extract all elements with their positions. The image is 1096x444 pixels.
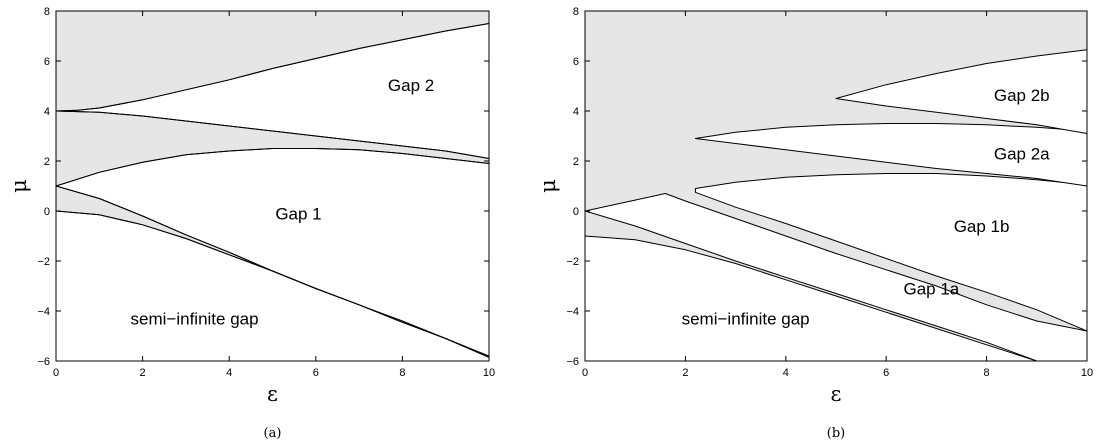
chart-0-curve-4 — [56, 23, 489, 112]
chart-0-x-axis-label: ε — [267, 382, 278, 406]
chart-0-axes-frame — [55, 10, 490, 362]
chart-0-gap-label: semi−infinite gap — [131, 310, 259, 329]
chart-1-x-tick-label: 0 — [582, 367, 588, 379]
chart-1-y-tick-label: 2 — [573, 156, 579, 168]
chart-0-y-tick-label: −6 — [37, 356, 50, 368]
chart-0-y-tick-label: 2 — [44, 156, 50, 168]
chart-0-y-tick-label: 4 — [44, 106, 50, 118]
chart-1-gap-label: semi−infinite gap — [682, 310, 810, 329]
chart-1-y-axis-label: μ — [536, 179, 560, 193]
chart-1-gap-label: Gap 2b — [994, 86, 1050, 105]
chart-1-y-tick-label: 0 — [573, 206, 579, 218]
chart-1-x-tick-label: 8 — [984, 367, 990, 379]
chart-0-y-axis-label: μ — [7, 179, 31, 193]
chart-1-x-tick-label: 6 — [883, 367, 889, 379]
chart-0-y-tick-label: −4 — [37, 306, 50, 318]
chart-0-gap-label: Gap 2 — [388, 76, 434, 95]
chart-0-curve-1 — [56, 185, 489, 358]
chart-0-x-tick-label: 6 — [313, 367, 319, 379]
chart-1-y-tick-label: 6 — [573, 56, 579, 68]
chart-1-y-tick-label: 8 — [573, 6, 579, 18]
chart-1-y-tick-label: −4 — [566, 306, 579, 318]
chart-1-gap-1b-region — [694, 173, 1087, 332]
chart-0-y-tick-label: 6 — [44, 56, 50, 68]
chart-1-semi-infinite-gap-region — [585, 235, 1087, 361]
chart-0-y-tick-label: 8 — [44, 6, 50, 18]
chart-1-gap-2a-region — [694, 123, 1087, 187]
panel-b: 0 2 4 6 8 10 −6 −4 −2 0 2 4 6 8 ε μ semi−infinite gap Gap… — [536, 6, 1093, 441]
chart-0-x-tick-label: 10 — [483, 367, 495, 379]
chart-0-x-tick-label: 0 — [53, 367, 59, 379]
chart-0-gap-label: Gap 1 — [275, 205, 321, 224]
chart-0-curve-2 — [56, 148, 489, 187]
chart-0-x-tick-label: 4 — [226, 367, 232, 379]
chart-1-gap-1a-region — [585, 193, 1087, 361]
chart-1-x-axis-label: ε — [831, 382, 842, 406]
chart-1-y-tick-label: −6 — [566, 356, 579, 368]
chart-0-x-tick-label: 8 — [399, 367, 405, 379]
chart-1-gap-label: Gap 1b — [954, 217, 1010, 236]
chart-0-y-tick-label: −2 — [37, 256, 50, 268]
chart-1-gap-label: Gap 2a — [994, 145, 1050, 164]
chart-1-gap-2b-region — [835, 49, 1087, 134]
chart-1-plot-area — [585, 11, 1087, 361]
chart-1-gap-label: Gap 1a — [903, 280, 959, 299]
chart-1-y-tick-label: 4 — [573, 106, 579, 118]
chart-1-caption: (b) — [827, 426, 845, 441]
chart-0-curve-3 — [56, 110, 489, 159]
chart-1-y-tick-label: −2 — [566, 256, 579, 268]
panel-a: 0 2 4 6 8 10 −6 −4 −2 0 2 4 6 8 ε μ semi−infinite gap Gap… — [7, 6, 495, 441]
chart-0-x-tick-label: 2 — [140, 367, 146, 379]
chart-1-x-tick-label: 10 — [1081, 367, 1093, 379]
chart-0-caption: (a) — [264, 426, 282, 441]
chart-1-axes-frame — [584, 10, 1088, 362]
chart-0-y-tick-label: 0 — [44, 206, 50, 218]
chart-0-plot-area — [56, 11, 489, 361]
chart-1-x-tick-label: 4 — [783, 367, 789, 379]
chart-1-x-tick-label: 2 — [682, 367, 688, 379]
